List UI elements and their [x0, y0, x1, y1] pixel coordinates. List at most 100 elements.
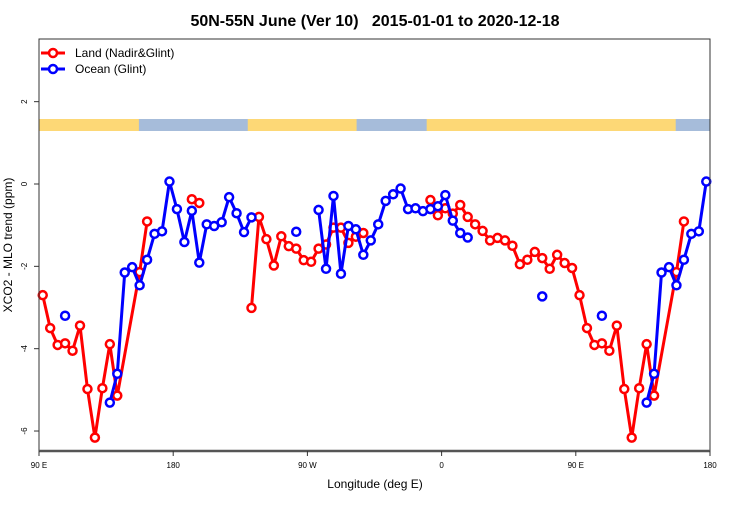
data-point	[641, 397, 652, 408]
data-point	[671, 280, 682, 291]
data-point	[507, 240, 518, 252]
data-point	[141, 216, 153, 227]
data-point	[663, 261, 675, 273]
data-point	[551, 249, 563, 261]
data-point	[216, 217, 227, 228]
data-point	[372, 219, 384, 230]
series-line	[108, 180, 253, 403]
strip-ocean	[356, 119, 428, 131]
series-ocean	[59, 176, 712, 408]
x-tick-label: 90 W	[298, 461, 317, 470]
data-point	[656, 267, 667, 278]
legend-marker-land	[47, 47, 59, 59]
data-point	[268, 260, 280, 271]
data-point	[186, 205, 198, 217]
legend-item-ocean: Ocean (Glint)	[41, 62, 146, 76]
data-point	[112, 390, 123, 401]
legend-label-land: Land (Nadir&Glint)	[75, 46, 174, 60]
data-point	[119, 267, 130, 278]
data-point	[559, 257, 570, 269]
data-point	[581, 322, 593, 334]
data-point	[59, 310, 71, 321]
data-point	[74, 320, 86, 331]
data-point	[537, 252, 548, 264]
data-point	[276, 231, 287, 242]
x-tick-label: 90 E	[31, 461, 47, 470]
data-point	[290, 226, 302, 238]
data-point	[462, 232, 473, 243]
data-point	[454, 199, 466, 211]
data-point	[164, 176, 175, 187]
data-point	[194, 257, 205, 268]
data-point	[246, 212, 257, 223]
data-point	[693, 226, 705, 237]
data-point	[648, 390, 660, 401]
data-point	[223, 191, 235, 203]
land-ocean-strip	[39, 119, 711, 131]
data-point	[126, 261, 138, 273]
x-axis-label: Longitude (deg E)	[327, 477, 422, 491]
data-point	[365, 235, 377, 246]
data-point	[134, 280, 145, 291]
data-point	[529, 246, 541, 258]
x-tick-label: 90 E	[568, 461, 584, 470]
legend-label-ocean: Ocean (Glint)	[75, 62, 146, 76]
strip-ocean	[138, 119, 249, 131]
data-point	[544, 263, 555, 275]
data-point	[141, 254, 153, 266]
strip-ocean	[675, 119, 711, 131]
data-point	[89, 432, 101, 443]
data-point	[231, 207, 242, 219]
data-point	[611, 320, 623, 331]
y-tick-label: 0	[20, 181, 29, 186]
x-tick-label: 0	[439, 461, 444, 470]
x-tick-label: 180	[167, 461, 181, 470]
y-axis-ticks: 2 0 -2 -4 -6	[20, 99, 39, 435]
data-point	[380, 195, 391, 207]
data-point	[171, 203, 183, 215]
data-point	[104, 397, 116, 408]
y-axis-label: XCO2 - MLO trend (ppm)	[1, 178, 15, 313]
data-point	[328, 190, 339, 202]
legend-marker-ocean	[47, 63, 59, 75]
data-point	[678, 216, 690, 227]
x-axis-ticks: 90 E 180 90 W 0 90 E 180	[31, 451, 717, 470]
data-point	[596, 310, 608, 321]
data-point	[320, 263, 332, 275]
series-line	[41, 221, 149, 440]
data-point	[440, 189, 451, 201]
data-point	[97, 382, 108, 394]
y-tick-label: -4	[20, 345, 29, 353]
strip-land	[247, 119, 358, 131]
data-point	[432, 200, 444, 212]
series-land	[37, 193, 690, 443]
data-point	[305, 256, 317, 268]
data-point	[395, 183, 406, 194]
data-point	[59, 338, 71, 349]
legend-item-land: Land (Nadir&Glint)	[41, 46, 174, 60]
data-point	[358, 249, 369, 261]
data-point	[246, 302, 257, 314]
data-point	[454, 227, 466, 239]
strip-land	[39, 119, 140, 131]
data-point	[522, 254, 533, 266]
data-point	[462, 211, 473, 223]
data-point	[633, 382, 645, 394]
data-point	[641, 338, 652, 350]
data-point	[477, 225, 488, 237]
plot-frame	[38, 38, 711, 452]
data-point	[82, 383, 93, 395]
data-point	[701, 176, 712, 187]
data-point	[425, 194, 436, 206]
data-point	[626, 432, 637, 443]
data-point	[112, 368, 123, 380]
legend: Land (Nadir&Glint) Ocean (Glint)	[41, 46, 174, 76]
data-point	[194, 197, 205, 209]
data-point	[537, 291, 548, 302]
x-tick-label: 180	[703, 461, 717, 470]
data-point	[619, 383, 630, 395]
data-point	[447, 215, 459, 226]
data-point	[648, 368, 660, 380]
data-point	[432, 210, 444, 221]
chart-title: 50N-55N June (Ver 10) 2015-01-01 to 2020…	[190, 13, 559, 30]
